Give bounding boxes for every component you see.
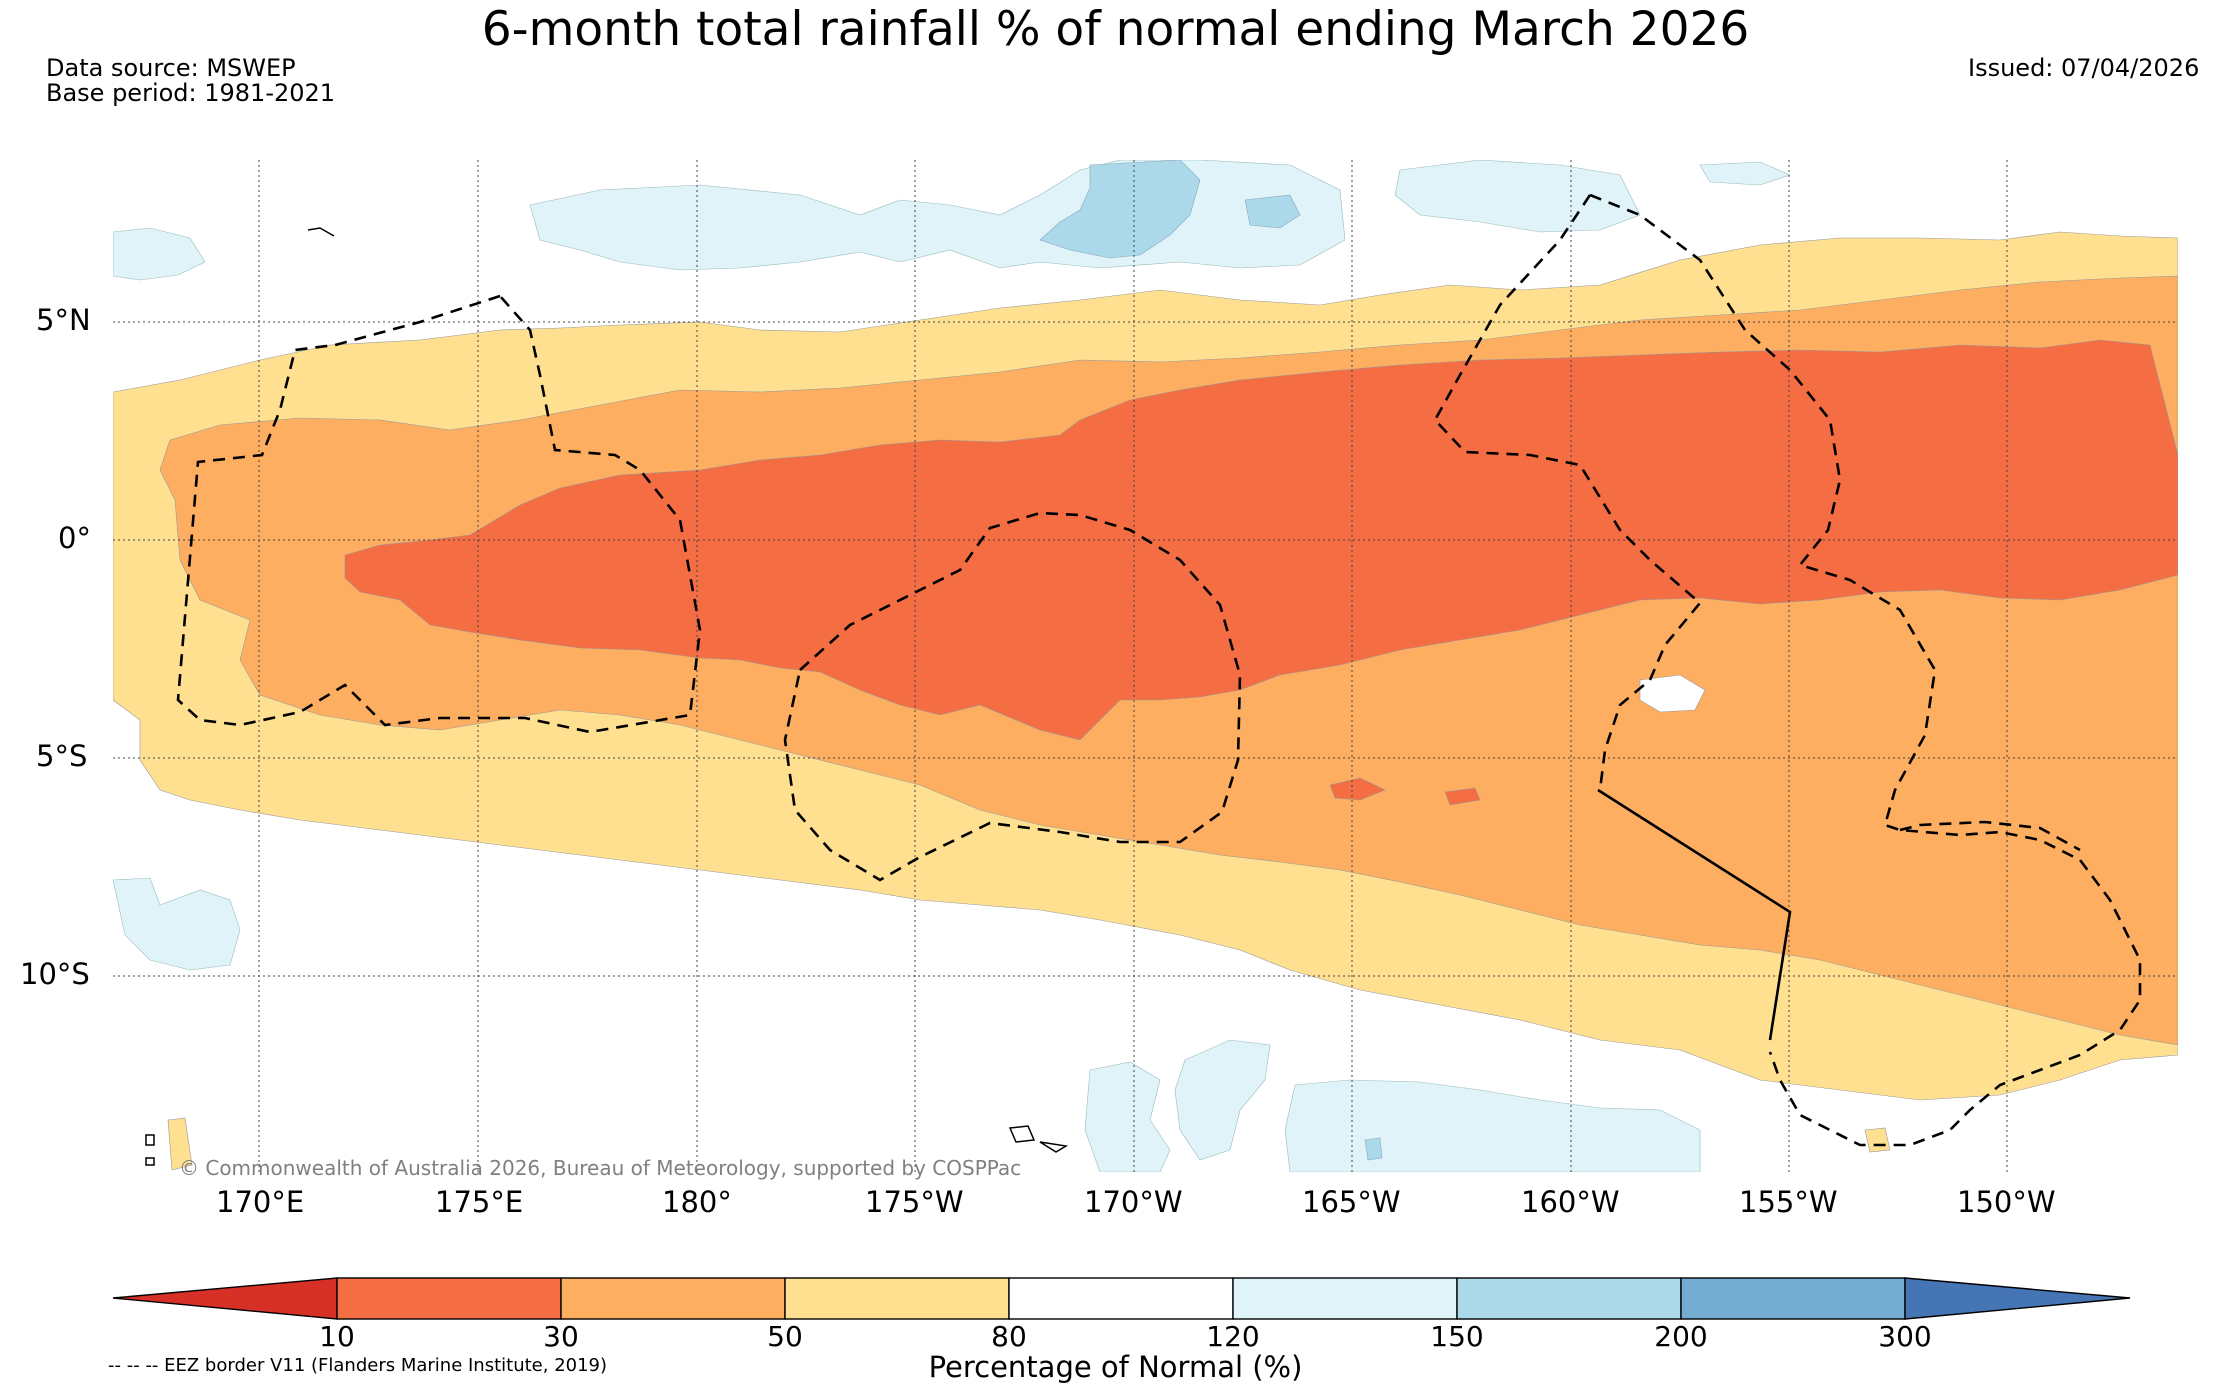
lon-label-155w: 155°W bbox=[1739, 1185, 1838, 1219]
colorbar-tick-80: 80 bbox=[991, 1320, 1027, 1353]
colorbar-tick-120: 120 bbox=[1206, 1320, 1260, 1353]
wet-area-south-central bbox=[1084, 1061, 1171, 1172]
copyright-credit: © Commonwealth of Australia 2026, Bureau… bbox=[179, 1156, 1022, 1180]
eez-border-south-east bbox=[1899, 820, 2081, 852]
colorbar-bin-10-30 bbox=[336, 1277, 562, 1320]
colorbar-bin-50-80 bbox=[784, 1277, 1010, 1320]
colorbar-high-extend bbox=[1904, 1277, 2131, 1320]
lon-label-150w: 150°W bbox=[1957, 1185, 2056, 1219]
lon-label-170w: 170°W bbox=[1084, 1185, 1183, 1219]
lon-label-170e: 170°E bbox=[216, 1185, 305, 1219]
very-dry-patch-south bbox=[1329, 777, 1386, 801]
lon-label-165w: 165°W bbox=[1302, 1185, 1401, 1219]
lon-label-160w: 160°W bbox=[1521, 1185, 1620, 1219]
colorbar-bin-200-300 bbox=[1680, 1277, 1906, 1320]
wet-area-north-west bbox=[113, 227, 206, 281]
wet-area-south-west bbox=[113, 877, 241, 971]
lon-label-180: 180° bbox=[662, 1185, 732, 1219]
lat-label-5n: 5°N bbox=[36, 303, 91, 337]
eez-border-east bbox=[1433, 194, 1702, 791]
colorbar-bin-30-50 bbox=[560, 1277, 786, 1320]
colorbar-tick-200: 200 bbox=[1654, 1320, 1708, 1353]
eez-border-central bbox=[783, 511, 1242, 882]
dry-patch-south-west bbox=[167, 1117, 193, 1171]
very-wet-area-north-2 bbox=[1244, 194, 1301, 229]
lon-label-175e: 175°E bbox=[435, 1185, 524, 1219]
base-period: Base period: 1981-2021 bbox=[46, 79, 336, 107]
colorbar-bin-120-150 bbox=[1232, 1277, 1458, 1320]
wet-area-south-east bbox=[1284, 1079, 1701, 1172]
wet-area-north-east-2 bbox=[1699, 161, 1791, 186]
wet-area-south-central-2 bbox=[1174, 1039, 1271, 1161]
colorbar-tick-30: 30 bbox=[543, 1320, 579, 1353]
very-dry-patch-south-2 bbox=[1444, 787, 1481, 806]
eez-border-west bbox=[176, 294, 702, 734]
boundary-line-solid bbox=[1597, 788, 1792, 1041]
colorbar-tick-50: 50 bbox=[767, 1320, 803, 1353]
colorbar-bin-80-120 bbox=[1008, 1277, 1234, 1320]
colorbar bbox=[112, 1277, 2131, 1320]
colorbar-tick-300: 300 bbox=[1878, 1320, 1932, 1353]
map-title: 6-month total rainfall % of normal endin… bbox=[481, 2, 1750, 57]
colorbar-low-extend bbox=[112, 1277, 338, 1320]
lat-label-5s: 5°S bbox=[36, 739, 88, 773]
colorbar-tick-150: 150 bbox=[1430, 1320, 1484, 1353]
lat-label-0: 0° bbox=[58, 521, 91, 555]
data-source: Data source: MSWEP bbox=[46, 54, 296, 82]
very-dry-core-10-30 bbox=[344, 339, 2178, 741]
lat-label-10s: 10°S bbox=[20, 957, 90, 991]
eez-legend-note: -- -- -- EEZ border V11 (Flanders Marine… bbox=[108, 1355, 608, 1376]
map-frame bbox=[113, 160, 2178, 1172]
very-wet-area-south bbox=[1364, 1137, 1383, 1161]
colorbar-tick-10: 10 bbox=[319, 1320, 355, 1353]
eez-border-east-2 bbox=[1589, 193, 2142, 1147]
eez-borders bbox=[176, 193, 2142, 1147]
map-fields bbox=[113, 160, 2178, 1172]
colorbar-bin-150-200 bbox=[1456, 1277, 1682, 1320]
islands bbox=[145, 227, 1069, 1166]
colorbar-title: Percentage of Normal (%) bbox=[928, 1350, 1303, 1384]
near-normal-patch-east bbox=[1639, 674, 1706, 713]
lon-label-175w: 175°W bbox=[865, 1185, 964, 1219]
issued-date: Issued: 07/04/2026 bbox=[1968, 54, 2200, 82]
very-wet-area-north bbox=[1039, 160, 1201, 259]
